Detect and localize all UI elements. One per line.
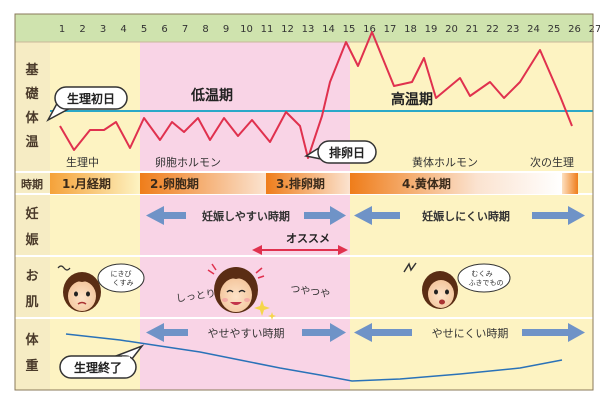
luteal-hormone-label: 黄体ホルモン <box>412 155 478 169</box>
weight-easy-label: やせやすい時期 <box>208 327 285 340</box>
low-temp-label: 低温期 <box>190 87 233 104</box>
row-label-skin-2: 肌 <box>25 295 38 310</box>
row-label-skin-1: お <box>25 269 38 284</box>
row-label-bbt-1: 基 <box>24 62 39 78</box>
day-number: 3 <box>100 24 106 35</box>
svg-text:ふきでもの: ふきでもの <box>469 279 504 287</box>
swollen-face-icon <box>422 271 458 309</box>
row-label-column <box>15 42 50 390</box>
menstruation-end-callout: 生理終了 <box>59 344 145 379</box>
phase-1-bg <box>50 173 140 194</box>
weight-easy-arrow <box>146 323 346 342</box>
phase-3-label: 3.排卵期 <box>276 176 325 191</box>
day-number: 24 <box>527 24 540 35</box>
svg-text:むくみ: むくみ <box>471 270 492 278</box>
skin-moist-label: しっとり <box>175 287 216 304</box>
day-number: 10 <box>240 24 253 35</box>
weight-curve <box>65 333 563 382</box>
svg-text:生理終了: 生理終了 <box>74 360 122 375</box>
pregnancy-hard-label: 妊娠しにくい時期 <box>422 209 510 223</box>
phase-2-label: 2.卵胞期 <box>150 176 199 191</box>
next-period-label: 次の生理 <box>530 155 574 169</box>
ovulation-day-callout: 排卵日 <box>304 140 377 164</box>
pregnancy-easy-arrow <box>146 206 346 225</box>
row-label-bbt-3: 体 <box>25 110 39 126</box>
weight-hard-arrow <box>354 323 585 342</box>
day-number: 1 <box>59 24 65 35</box>
day-number: 20 <box>445 24 458 35</box>
day-number: 21 <box>466 24 479 35</box>
svg-text:にきび: にきび <box>111 270 132 278</box>
squiggle-icon <box>57 265 71 271</box>
svg-text:生理初日: 生理初日 <box>67 91 115 106</box>
svg-text:排卵日: 排卵日 <box>329 145 365 160</box>
day-number: 5 <box>141 24 147 35</box>
row-label-weight-2: 重 <box>25 358 38 374</box>
phase-1-label: 1.月経期 <box>62 176 111 191</box>
follicle-hormone-label: 卵胞ホルモン <box>155 156 221 169</box>
day-number: 27 <box>589 24 600 35</box>
phase-4-label: 4.黄体期 <box>402 176 451 191</box>
day-number: 18 <box>404 24 417 35</box>
day-number: 26 <box>568 24 581 35</box>
row-label-bbt-2: 礎 <box>24 86 39 102</box>
menstruation-start-callout: 生理初日 <box>46 86 128 122</box>
day-number: 16 <box>363 24 376 35</box>
day-number: 25 <box>548 24 561 35</box>
sparkle-lines-icon <box>207 263 265 279</box>
row-label-phase: 時期 <box>21 177 43 191</box>
high-temp-label: 高温期 <box>391 91 433 108</box>
row-label-pregnancy-1: 妊 <box>25 206 38 222</box>
weight-hard-label: やせにくい時期 <box>432 327 509 340</box>
svg-text:くすみ: くすみ <box>113 279 134 287</box>
phase-2-bg <box>140 173 266 194</box>
happy-face-icon <box>214 267 258 313</box>
recommend-label: オススメ <box>286 232 330 245</box>
shock-icon <box>403 262 417 273</box>
day-number: 6 <box>161 24 167 35</box>
day-number: 17 <box>384 24 397 35</box>
day-number: 23 <box>507 24 520 35</box>
troubled-face-icon <box>63 272 101 312</box>
phase-next-bg <box>562 173 578 194</box>
sparkle-stars-icon <box>254 300 276 320</box>
phase-4-bg <box>350 173 562 194</box>
day-number: 9 <box>223 24 229 35</box>
day-number: 7 <box>182 24 188 35</box>
temperature-curve <box>59 31 573 159</box>
recommend-arrow <box>252 245 348 255</box>
day-header-bg <box>15 14 593 42</box>
day-number: 8 <box>202 24 208 35</box>
row-label-weight-1: 体 <box>25 332 39 348</box>
pregnancy-easy-label: 妊娠しやすい時期 <box>202 209 290 223</box>
row-label-bbt-4: 温 <box>25 135 38 150</box>
menstruation-label: 生理中 <box>66 155 99 169</box>
day-number: 15 <box>343 24 356 35</box>
phase-3-bg <box>266 173 350 194</box>
skin-bubble-2: むくみ ふきでもの <box>457 263 511 293</box>
day-number: 4 <box>120 24 126 35</box>
day-number: 19 <box>425 24 438 35</box>
row-label-pregnancy-2: 娠 <box>25 232 39 248</box>
day-number: 2 <box>79 24 85 35</box>
skin-glossy-label: つやつや <box>289 283 330 300</box>
pregnancy-hard-arrow <box>354 206 585 225</box>
day-number: 22 <box>486 24 499 35</box>
day-number: 13 <box>302 24 315 35</box>
day-number: 11 <box>261 24 274 35</box>
day-number: 14 <box>322 24 335 35</box>
day-number: 12 <box>281 24 294 35</box>
skin-bubble-1: にきび くすみ <box>97 263 145 293</box>
day-numbers: 1 2 3 4 5 6 7 8 9 10 11 12 13 14 15 16 17 18 19 20 21 22 23 24 2… <box>59 24 600 35</box>
